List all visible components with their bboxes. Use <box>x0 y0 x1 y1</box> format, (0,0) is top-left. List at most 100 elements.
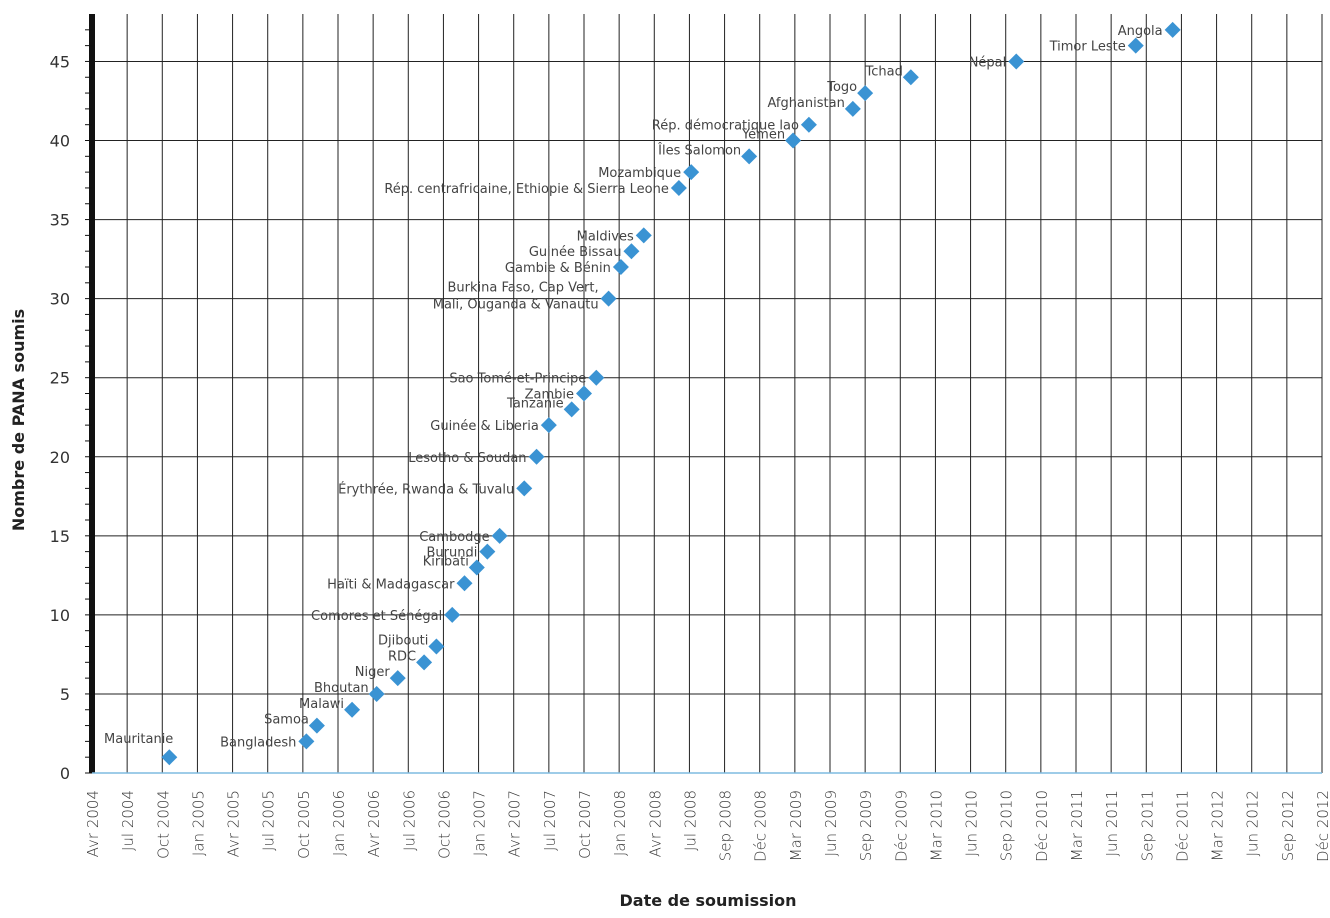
x-tick-label: Jan 2007 <box>471 790 489 856</box>
y-axis-title: Nombre de PANA soumis <box>9 309 28 531</box>
axes <box>85 14 1322 774</box>
x-tick-label: Avr 2008 <box>646 790 664 857</box>
data-label: Maldives <box>577 229 634 244</box>
data-label: Népal <box>969 55 1007 70</box>
data-label: Érythrée, Rwanda & Tuvalu <box>338 481 514 497</box>
data-label: Tanzanie <box>506 396 564 411</box>
x-tick-label: Jul 2005 <box>260 790 278 851</box>
y-tick-label: 15 <box>50 527 70 546</box>
x-tick-label: Oct 2004 <box>154 790 172 859</box>
x-tick-label: Avr 2006 <box>365 790 383 857</box>
data-point <box>428 638 445 655</box>
data-point <box>368 685 385 702</box>
data-point <box>800 116 817 133</box>
data-label: Mali, Ouganda & Vanautu <box>433 298 599 313</box>
data-point <box>528 448 545 465</box>
data-label: RDC <box>388 649 416 664</box>
x-tick-label: Mar 2012 <box>1209 790 1227 861</box>
data-label: Togo <box>826 80 857 95</box>
data-point <box>635 227 652 244</box>
x-tick-label: Oct 2005 <box>295 790 313 859</box>
data-point <box>308 717 325 734</box>
x-tick-label: Avr 2005 <box>225 790 243 857</box>
y-tick-label: 25 <box>50 369 70 388</box>
data-label: Bhoutan <box>314 681 369 696</box>
y-tick-label: 5 <box>60 685 70 704</box>
x-tick-label: Sep 2012 <box>1279 790 1297 861</box>
data-label: Bangladesh <box>220 735 296 750</box>
x-tick-label: Jun 2009 <box>822 790 840 856</box>
data-point <box>857 85 874 102</box>
data-point <box>902 69 919 86</box>
data-point <box>298 733 315 750</box>
data-points <box>161 21 1181 766</box>
x-tick-label: Jul 2007 <box>541 790 559 851</box>
data-label: Haïti & Madagascar <box>327 577 455 592</box>
data-label: Angola <box>1118 24 1163 39</box>
data-labels: Mauritanie Bangladesh SamoaMalawiBhoutanNi… <box>104 24 1163 751</box>
data-point <box>456 575 473 592</box>
x-tick-label: Jun 2011 <box>1103 790 1121 856</box>
y-tick-label: 40 <box>50 132 70 151</box>
data-label: Rép. démocratique lao <box>652 119 799 134</box>
data-point <box>516 480 533 497</box>
data-point <box>623 243 640 260</box>
data-label: Djibouti <box>378 634 428 649</box>
data-point <box>540 417 557 434</box>
y-tick-label: 0 <box>60 764 70 783</box>
x-tick-label: Avr 2004 <box>84 790 102 857</box>
data-point <box>670 179 687 196</box>
data-label: Samoa <box>264 713 309 728</box>
data-label: Burkina Faso, Cap Vert, <box>447 281 598 296</box>
data-label: Burundi <box>426 546 477 561</box>
data-label: Kiribati <box>423 554 469 569</box>
x-tick-label: Déc 2009 <box>892 790 910 862</box>
data-point <box>576 385 592 402</box>
x-tick-label: Jan 2006 <box>330 790 348 856</box>
data-label: Guinée & Liberia <box>430 419 539 434</box>
data-point <box>1008 53 1025 70</box>
data-label: Niger <box>355 665 391 680</box>
x-axis-title: Date de soumission <box>620 891 797 910</box>
data-point <box>1164 21 1181 38</box>
data-label: Guinée Bissau <box>529 245 622 260</box>
data-point <box>161 749 178 766</box>
y-tick-label: 35 <box>50 211 70 230</box>
x-tick-label: Jan 2005 <box>189 790 207 856</box>
data-label: Afghanistan <box>767 96 844 111</box>
grid <box>92 14 1323 773</box>
data-point <box>741 148 758 165</box>
x-tick-labels: Avr 2004 Jul 2004 Oct 2004 Jan 2005 Avr 2005… <box>84 790 1330 862</box>
x-tick-label: Déc 2012 <box>1314 790 1330 862</box>
x-tick-label: Jul 2008 <box>681 790 699 851</box>
data-label: Cambodge <box>419 530 489 545</box>
x-tick-label: Avr 2007 <box>506 790 524 857</box>
x-tick-label: Oct 2007 <box>576 790 594 859</box>
data-point <box>444 606 461 623</box>
data-point <box>612 259 629 275</box>
x-tick-label: Déc 2010 <box>1033 790 1051 862</box>
data-point <box>600 290 617 307</box>
x-tick-label: Jun 2012 <box>1244 790 1262 856</box>
data-point <box>389 670 406 687</box>
data-point <box>588 369 605 386</box>
data-point <box>683 164 700 181</box>
data-label: Lesotho & Soudan <box>408 451 526 466</box>
x-tick-label: Sep 2011 <box>1138 790 1156 861</box>
data-label: Zambie <box>525 388 574 403</box>
data-label: Gambie & Bénin <box>505 261 611 276</box>
y-tick-label: 45 <box>50 52 70 71</box>
data-point <box>1127 37 1144 54</box>
data-label: Sao Tomé-et-Principe <box>449 372 586 387</box>
data-point <box>785 132 802 149</box>
x-tick-label: Oct 2006 <box>435 790 453 859</box>
data-label: Îles Salomon <box>657 142 741 158</box>
data-label: Yémen <box>741 128 785 143</box>
data-point <box>416 654 433 671</box>
y-tick-label: 20 <box>50 448 70 467</box>
data-label: Mauritanie <box>104 732 173 747</box>
x-tick-label: Mar 2009 <box>787 790 805 861</box>
x-tick-label: Déc 2011 <box>1173 790 1191 862</box>
data-point <box>344 701 361 718</box>
